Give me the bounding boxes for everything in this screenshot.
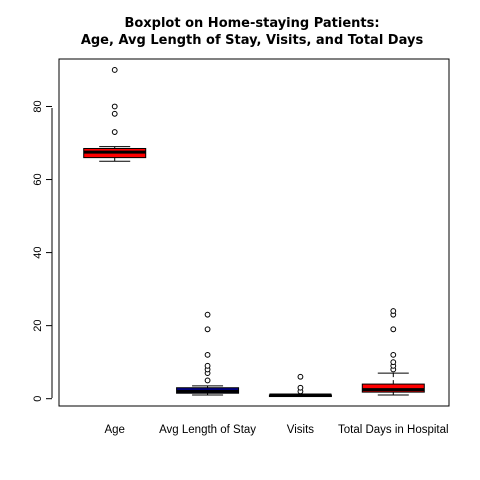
outlier-point xyxy=(297,373,304,380)
y-tick-label: 60 xyxy=(32,173,44,185)
chart-title-line-1: Boxplot on Home-staying Patients: xyxy=(124,16,379,31)
y-tick-label: 0 xyxy=(32,396,44,402)
x-axis-categories: Age Avg Length of Stay Visits Total Days in… xyxy=(104,424,448,436)
plot-frame xyxy=(58,58,450,407)
chart-title-line-2: Age, Avg Length of Stay, Visits, and Tot… xyxy=(81,33,424,48)
y-tick-label: 80 xyxy=(32,100,44,112)
outlier-point xyxy=(204,351,211,358)
outlier-point xyxy=(111,103,118,110)
outlier-point xyxy=(111,129,118,135)
box-group xyxy=(176,311,240,396)
outlier-point xyxy=(111,110,118,117)
outlier-point xyxy=(297,384,304,391)
outlier-point xyxy=(204,362,211,369)
y-axis-ticks: 0 20 40 60 80 xyxy=(32,100,52,402)
outlier-point xyxy=(390,351,397,358)
box-group xyxy=(83,67,147,162)
outlier-point xyxy=(390,359,397,366)
outlier-point xyxy=(204,311,211,318)
y-tick-label: 40 xyxy=(32,246,44,258)
x-category-label: Total Days in Hospital xyxy=(338,424,449,436)
x-category-label: Visits xyxy=(287,424,315,436)
outlier-point xyxy=(204,326,211,333)
x-category-label: Avg Length of Stay xyxy=(159,424,256,436)
outlier-point xyxy=(111,67,118,73)
y-tick-label: 20 xyxy=(32,320,44,332)
box-group xyxy=(361,308,425,396)
outlier-point xyxy=(204,377,211,384)
outlier-point xyxy=(390,326,397,333)
x-category-label: Age xyxy=(104,424,124,436)
box-group xyxy=(268,373,332,398)
outlier-point xyxy=(390,308,397,314)
boxes xyxy=(83,67,425,398)
